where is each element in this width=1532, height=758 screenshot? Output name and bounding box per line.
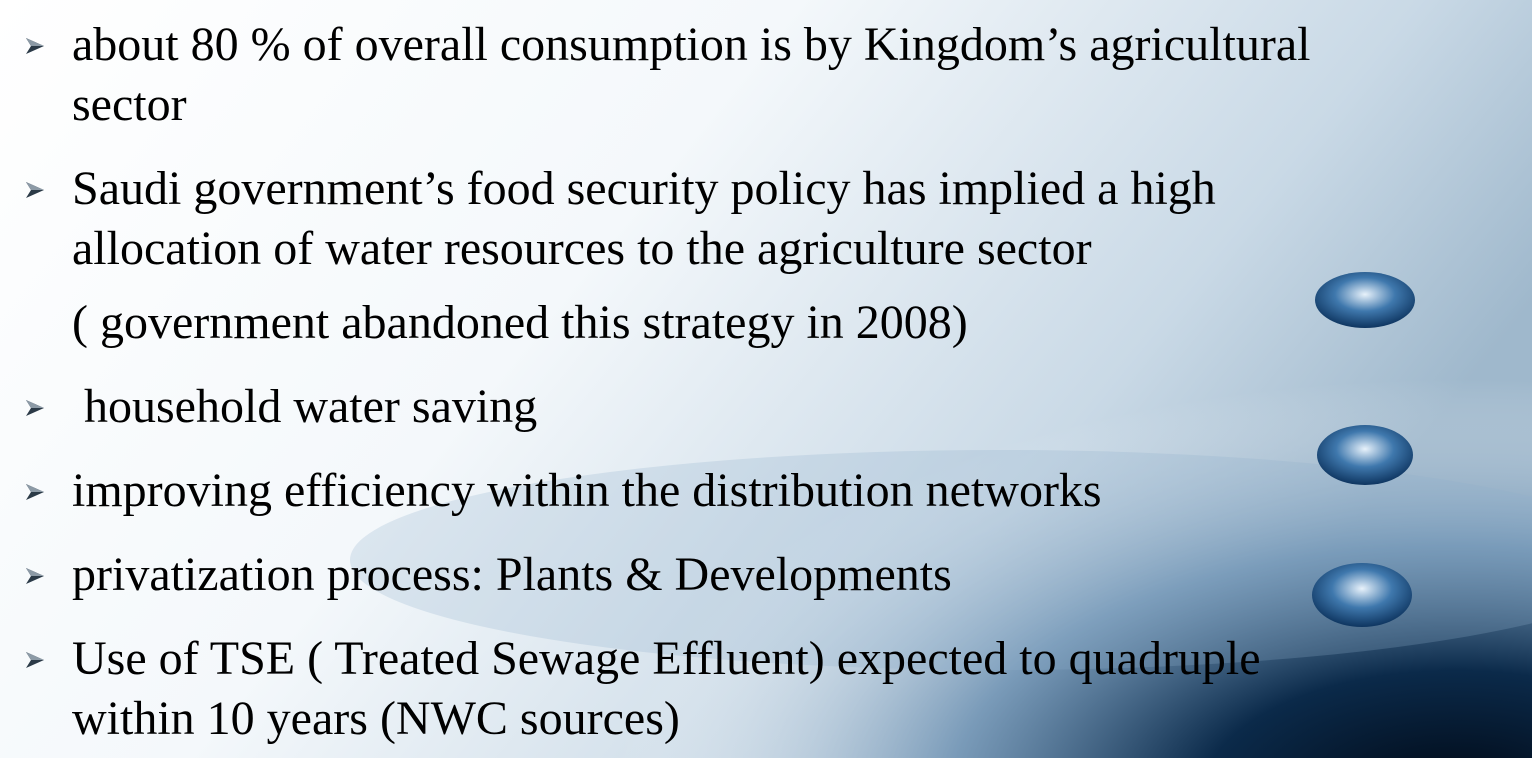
bullet-text: improving efficiency within the distribu… [0, 461, 1532, 521]
bullet-item: improving efficiency within the distribu… [0, 461, 1532, 521]
bullet-text: Saudi government’s food security policy … [0, 159, 1532, 219]
bullet-text: within 10 years (NWC sources) [0, 689, 1532, 749]
slide: about 80 % of overall consumption is by … [0, 0, 1532, 758]
bullet-item: household water saving [0, 377, 1532, 437]
bullet-text: household water saving [0, 377, 1532, 437]
bullet-arrow [24, 649, 46, 671]
bullet-item: privatization process: Plants & Developm… [0, 545, 1532, 605]
bullet-text: Use of TSE ( Treated Sewage Effluent) ex… [0, 629, 1532, 689]
note-text: ( government abandoned this strategy in … [0, 293, 1532, 353]
bullet-arrow [24, 179, 46, 201]
bullet-text: privatization process: Plants & Developm… [0, 545, 1532, 605]
bullet-arrow [24, 481, 46, 503]
bullet-text: about 80 % of overall consumption is by … [0, 15, 1532, 75]
bullet-arrow [24, 35, 46, 57]
bullet-item: about 80 % of overall consumption is by … [0, 15, 1532, 135]
bullet-item: Use of TSE ( Treated Sewage Effluent) ex… [0, 629, 1532, 749]
bullet-list: about 80 % of overall consumption is by … [0, 15, 1532, 749]
bullet-item: Saudi government’s food security policy … [0, 159, 1532, 353]
bullet-text: sector [0, 75, 1532, 135]
bullet-arrow [24, 397, 46, 419]
bullet-arrow [24, 565, 46, 587]
bullet-text: allocation of water resources to the agr… [0, 219, 1532, 279]
